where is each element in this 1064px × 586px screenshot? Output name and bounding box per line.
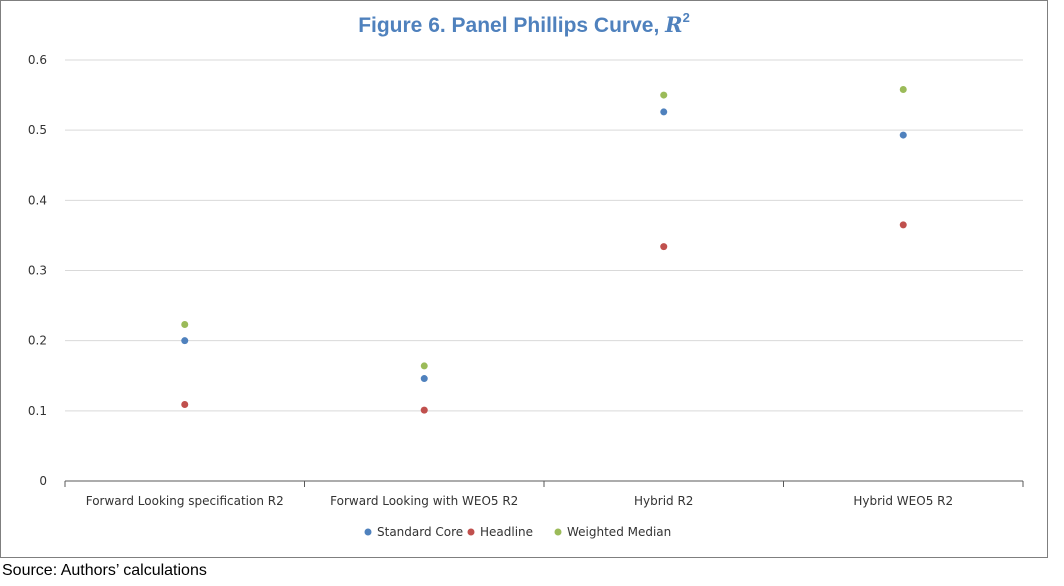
data-point <box>899 221 907 229</box>
legend-marker <box>554 528 562 536</box>
figure-frame <box>0 0 1048 558</box>
x-category-label: Forward Looking specification R2 <box>86 494 284 508</box>
data-point <box>899 131 907 139</box>
x-category-label: Forward Looking with WEO5 R2 <box>330 494 518 508</box>
data-point <box>181 321 189 329</box>
y-tick-label: 0.4 <box>28 193 47 207</box>
data-point <box>181 337 189 345</box>
legend-label: Headline <box>480 525 533 539</box>
y-tick-label: 0.3 <box>28 264 47 278</box>
legend-label: Weighted Median <box>567 525 671 539</box>
gridlines <box>65 59 1023 412</box>
x-category-label: Hybrid WEO5 R2 <box>853 494 953 508</box>
legend-marker <box>364 528 372 536</box>
source-note: Source: Authors’ calculations <box>2 562 207 579</box>
data-point <box>420 375 428 383</box>
legend: Standard Core Headline Weighted Median <box>364 525 671 539</box>
title-superscript: 2 <box>682 10 690 25</box>
y-tick-label: 0.6 <box>28 53 47 67</box>
y-tick-label: 0.1 <box>28 404 47 418</box>
data-point <box>420 362 428 370</box>
title-text: Figure 6. Panel Phillips Curve, <box>358 14 666 37</box>
y-tick-label: 0.5 <box>28 123 47 137</box>
data-point <box>899 85 907 93</box>
chart-title: Figure 6. Panel Phillips Curve, R2 <box>0 10 1048 38</box>
x-axis <box>64 480 1024 487</box>
y-axis-tick-labels: 0 0.1 0.2 0.3 0.4 0.5 0.6 <box>28 53 47 488</box>
x-axis-category-labels: Forward Looking specification R2 Forward … <box>86 494 953 508</box>
data-point <box>660 243 668 251</box>
legend-label: Standard Core <box>377 525 463 539</box>
scatter-chart: 0 0.1 0.2 0.3 0.4 0.5 0.6 Forward Looking spec… <box>28 53 1024 539</box>
y-tick-label: 0.2 <box>28 334 47 348</box>
data-point <box>660 108 668 116</box>
data-point <box>181 401 189 409</box>
x-category-label: Hybrid R2 <box>634 494 693 508</box>
legend-marker <box>467 528 475 536</box>
data-points <box>181 85 907 414</box>
y-tick-label: 0 <box>39 474 47 488</box>
data-point <box>420 406 428 414</box>
title-symbol: R <box>665 12 683 37</box>
data-point <box>660 91 668 99</box>
